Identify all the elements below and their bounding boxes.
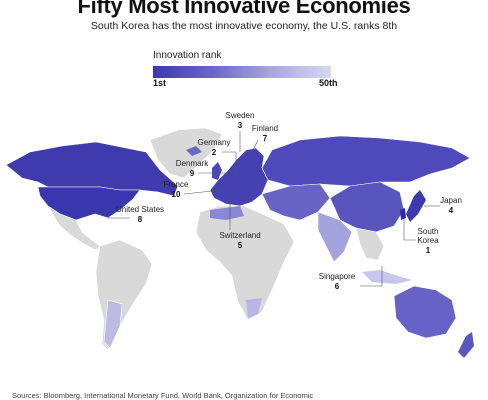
chart-title: Fifty Most Innovative Economies <box>77 0 411 18</box>
callout-denmark-name: Denmark <box>176 159 209 168</box>
new-zealand-shape <box>458 332 474 358</box>
legend: Innovation rank 1st 50th <box>153 50 339 88</box>
callout-finland: Finland 7 <box>251 124 278 153</box>
indonesia-shape <box>362 270 412 284</box>
callout-singapore: Singapore 6 <box>319 266 383 291</box>
australia-shape <box>393 285 457 339</box>
callout-switzerland-name: Switzerland <box>219 231 260 240</box>
legend-min-label: 1st <box>153 78 167 88</box>
argentina-shape <box>103 299 123 349</box>
china-shape <box>329 181 405 233</box>
greenland-shape <box>149 127 223 179</box>
callout-france-rank: 10 <box>172 190 181 199</box>
uk-shape <box>212 162 222 180</box>
callout-denmark: Denmark 9 <box>176 159 228 178</box>
callout-japan-name: Japan <box>440 196 462 205</box>
callout-united-states-rank: 8 <box>138 215 143 224</box>
callout-south-korea: South Korea 1 <box>403 218 439 255</box>
callout-switzerland: Switzerland 5 <box>219 196 261 250</box>
callout-singapore-rank: 6 <box>335 282 340 291</box>
south-america-shape <box>95 239 153 351</box>
callout-germany: Germany 2 <box>198 138 237 176</box>
callout-finland-rank: 7 <box>263 134 268 143</box>
russia-shape <box>261 135 471 187</box>
sources-note: Sources: Bloomberg, International Moneta… <box>12 391 314 400</box>
callout-sweden-name: Sweden <box>226 111 255 120</box>
legend-title: Innovation rank <box>153 50 222 61</box>
north-africa-shape <box>210 206 244 220</box>
africa-shape <box>195 205 295 321</box>
world-map: Sweden 3 Germany 2 Finland 7 Denmark 9 F… <box>5 111 474 358</box>
callout-japan: Japan 4 <box>424 196 462 215</box>
japan-shape <box>406 190 426 222</box>
canada-shape <box>5 141 179 197</box>
callout-japan-rank: 4 <box>449 206 454 215</box>
callout-switzerland-rank: 5 <box>238 241 243 250</box>
southeast-asia-shape <box>355 227 385 261</box>
callout-singapore-name: Singapore <box>319 272 356 281</box>
callout-germany-rank: 2 <box>212 148 217 157</box>
legend-max-label: 50th <box>319 78 338 88</box>
callout-sweden: Sweden 3 <box>226 111 255 152</box>
south-africa-shape <box>246 298 262 318</box>
legend-color-scale <box>153 66 331 78</box>
callout-france-name: France <box>164 180 189 189</box>
callout-united-states: United States 8 <box>108 205 164 224</box>
india-shape <box>317 211 353 263</box>
iceland-shape <box>186 146 202 156</box>
south-korea-shape <box>400 208 406 220</box>
callout-south-korea-rank: 1 <box>426 246 431 255</box>
callout-germany-name: Germany <box>198 138 231 147</box>
callout-united-states-name: United States <box>116 205 164 214</box>
callout-finland-name: Finland <box>252 124 278 133</box>
chart-subtitle: South Korea has the most innovative econ… <box>90 20 398 32</box>
callout-sweden-rank: 3 <box>238 121 243 130</box>
callout-south-korea-name-line2: Korea <box>417 236 439 245</box>
callout-france: France 10 <box>164 180 223 199</box>
callout-south-korea-name-line1: South <box>418 227 439 236</box>
callout-denmark-rank: 9 <box>190 169 195 178</box>
